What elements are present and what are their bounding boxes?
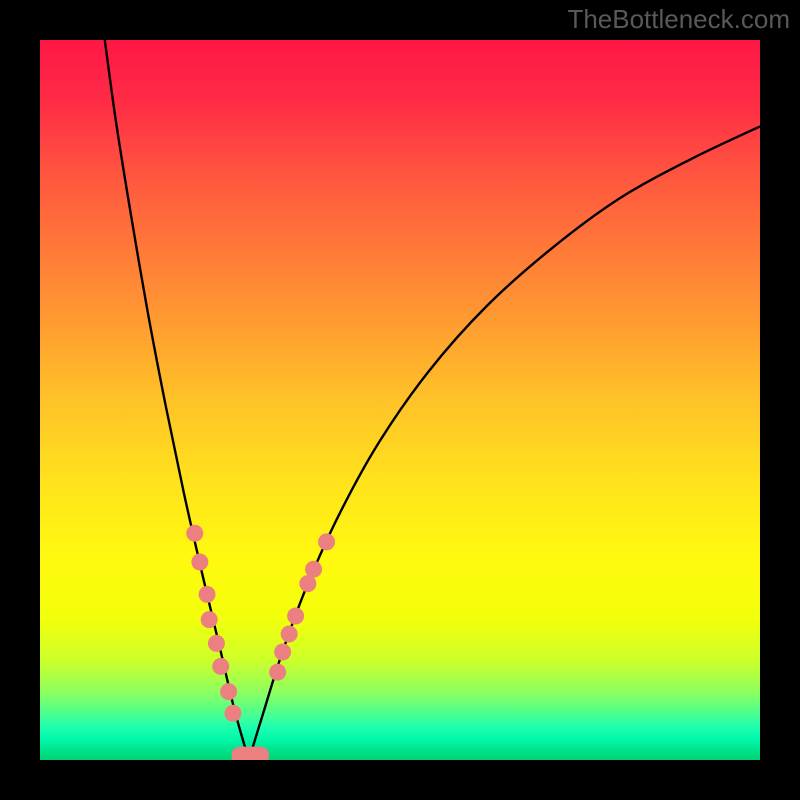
- watermark-text: TheBottleneck.com: [567, 4, 790, 35]
- marker-dot: [208, 635, 225, 652]
- vertex-pill: [232, 747, 269, 760]
- marker-dot: [220, 683, 237, 700]
- marker-dot: [305, 561, 322, 578]
- chart-plot: [40, 40, 760, 760]
- marker-dot: [281, 626, 298, 643]
- marker-dot: [224, 705, 241, 722]
- gradient-background: [40, 40, 760, 760]
- marker-dot: [274, 644, 291, 661]
- marker-dot: [199, 586, 216, 603]
- stage: TheBottleneck.com: [0, 0, 800, 800]
- marker-dot: [269, 664, 286, 681]
- marker-dot: [201, 611, 218, 628]
- marker-dot: [318, 533, 335, 550]
- marker-dot: [186, 525, 203, 542]
- marker-dot: [191, 554, 208, 571]
- marker-dot: [212, 658, 229, 675]
- marker-dot: [287, 608, 304, 625]
